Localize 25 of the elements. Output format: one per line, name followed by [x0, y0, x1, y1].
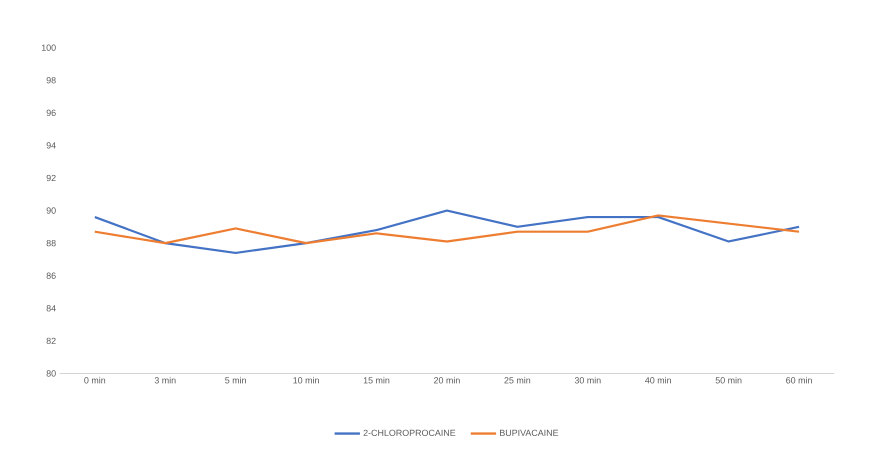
- y-tick-label: 98: [46, 77, 56, 84]
- x-tick-label: 0 min: [84, 377, 106, 384]
- legend-label: 2-CHLOROPROCAINE: [364, 430, 456, 436]
- y-tick-label: 94: [46, 142, 56, 149]
- y-tick-label: 92: [46, 174, 56, 182]
- x-tick-label: 5 min: [225, 377, 246, 384]
- y-tick-label: 88: [46, 240, 56, 246]
- x-tick-label: 3 min: [154, 377, 176, 384]
- y-tick-label: 86: [46, 272, 56, 279]
- x-tick-label: 50 min: [716, 377, 742, 384]
- x-tick-label: 15 min: [364, 377, 390, 384]
- x-tick-label: 25 min: [504, 377, 530, 384]
- y-tick-label: 96: [46, 110, 56, 116]
- x-tick-label: 40 min: [645, 377, 671, 384]
- x-tick-label: 10 min: [293, 377, 319, 384]
- y-tick-label: 84: [46, 305, 56, 312]
- legend-label: BUPIVACAINE: [500, 430, 558, 436]
- x-tick-label: 30 min: [574, 377, 601, 384]
- y-tick-label: 80: [46, 370, 56, 377]
- x-tick-label: 20 min: [434, 377, 460, 384]
- y-tick-label: 82: [46, 338, 56, 344]
- y-tick-label: 100: [42, 44, 56, 51]
- y-tick-label: 90: [46, 207, 56, 214]
- line-series: [94, 210, 800, 254]
- x-tick-label: 60 min: [786, 377, 812, 384]
